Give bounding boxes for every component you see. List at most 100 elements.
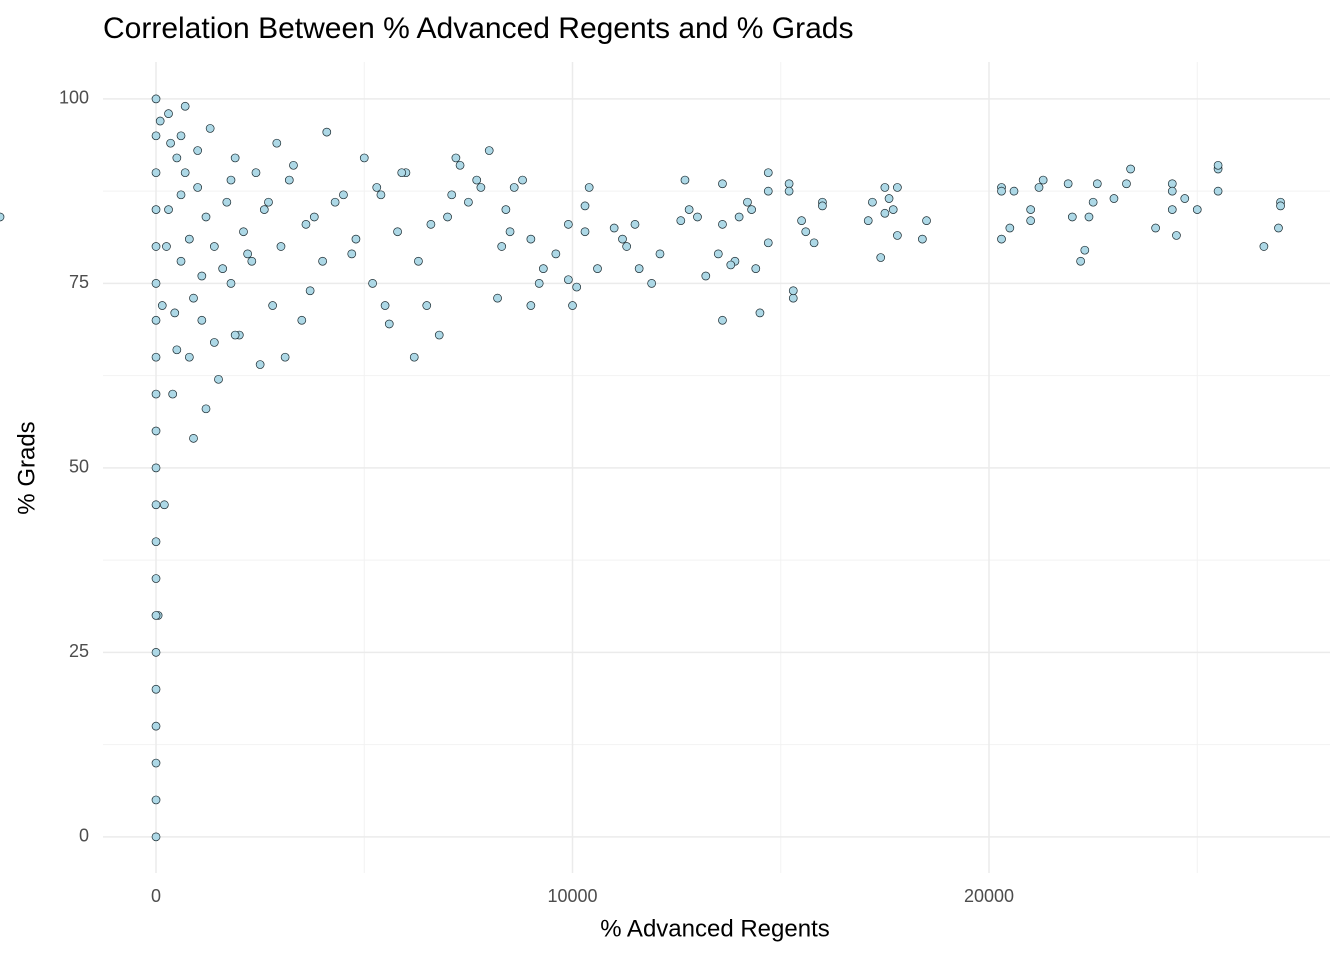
y-tick-label: 0 bbox=[79, 826, 89, 846]
point bbox=[151, 168, 161, 178]
y-tick-label: 75 bbox=[69, 272, 89, 292]
point bbox=[888, 205, 898, 214]
y-tick-label: 100 bbox=[59, 88, 89, 108]
point bbox=[1213, 160, 1223, 170]
point bbox=[376, 190, 386, 200]
point bbox=[447, 190, 457, 200]
point bbox=[322, 127, 332, 137]
point bbox=[359, 153, 369, 163]
point bbox=[726, 260, 736, 270]
point bbox=[997, 234, 1006, 244]
point bbox=[880, 208, 890, 218]
point bbox=[464, 197, 473, 207]
point bbox=[534, 279, 544, 288]
point bbox=[1084, 212, 1094, 222]
point bbox=[622, 242, 632, 251]
point bbox=[384, 319, 394, 329]
point bbox=[763, 168, 773, 178]
point bbox=[151, 795, 161, 805]
point bbox=[497, 242, 507, 251]
point bbox=[184, 352, 194, 362]
point bbox=[763, 186, 773, 196]
point bbox=[564, 219, 573, 229]
point bbox=[1109, 194, 1119, 203]
point bbox=[788, 293, 798, 303]
point bbox=[151, 684, 161, 694]
point bbox=[297, 315, 307, 325]
point bbox=[505, 227, 515, 237]
y-axis-label: % Grads bbox=[13, 421, 40, 514]
point bbox=[166, 138, 175, 148]
point bbox=[189, 434, 198, 443]
point bbox=[634, 264, 644, 273]
point bbox=[301, 219, 311, 229]
point bbox=[584, 183, 594, 192]
point bbox=[255, 360, 265, 369]
point bbox=[176, 256, 186, 266]
point bbox=[1009, 186, 1019, 196]
point bbox=[1092, 179, 1102, 189]
point bbox=[1005, 223, 1015, 233]
point bbox=[501, 205, 511, 214]
point bbox=[151, 352, 161, 362]
point bbox=[230, 153, 240, 163]
point bbox=[176, 131, 186, 141]
point bbox=[151, 315, 161, 325]
point bbox=[880, 183, 890, 192]
point bbox=[1126, 164, 1135, 174]
point bbox=[176, 190, 186, 200]
point bbox=[268, 301, 277, 310]
point bbox=[609, 223, 619, 233]
point bbox=[572, 282, 582, 292]
point bbox=[455, 160, 465, 170]
point bbox=[151, 648, 161, 657]
point bbox=[318, 256, 327, 266]
point bbox=[551, 249, 561, 259]
y-tick-label: 50 bbox=[69, 457, 89, 477]
point bbox=[788, 286, 798, 296]
point bbox=[214, 374, 223, 384]
point bbox=[162, 242, 171, 251]
point bbox=[380, 301, 390, 310]
point bbox=[201, 404, 211, 414]
point bbox=[1172, 231, 1181, 240]
point bbox=[718, 179, 727, 189]
point bbox=[718, 219, 727, 229]
point bbox=[180, 101, 190, 111]
point bbox=[151, 500, 161, 510]
point bbox=[818, 201, 827, 211]
point bbox=[197, 271, 207, 281]
point bbox=[205, 124, 215, 133]
point bbox=[164, 109, 173, 119]
point bbox=[422, 301, 432, 310]
point bbox=[151, 574, 161, 583]
point bbox=[593, 264, 602, 273]
point bbox=[226, 279, 236, 288]
point bbox=[157, 301, 167, 310]
point bbox=[193, 183, 203, 192]
point bbox=[755, 308, 765, 318]
point bbox=[763, 238, 773, 248]
point bbox=[676, 216, 686, 226]
point bbox=[230, 330, 240, 340]
point bbox=[151, 94, 161, 104]
point bbox=[339, 190, 348, 200]
point bbox=[868, 197, 877, 207]
point bbox=[518, 175, 527, 185]
point bbox=[568, 301, 577, 310]
chart-title: Correlation Between % Advanced Regents a… bbox=[103, 12, 853, 45]
point bbox=[193, 146, 203, 155]
point bbox=[243, 249, 252, 259]
point bbox=[426, 219, 436, 229]
point bbox=[751, 264, 761, 273]
point bbox=[893, 231, 902, 240]
point bbox=[151, 721, 161, 731]
point bbox=[784, 179, 794, 189]
point bbox=[863, 216, 873, 226]
point bbox=[151, 832, 161, 842]
point bbox=[151, 426, 161, 436]
y-tick-label: 25 bbox=[69, 641, 89, 661]
point bbox=[151, 758, 161, 768]
point bbox=[259, 205, 269, 214]
point bbox=[784, 186, 794, 196]
